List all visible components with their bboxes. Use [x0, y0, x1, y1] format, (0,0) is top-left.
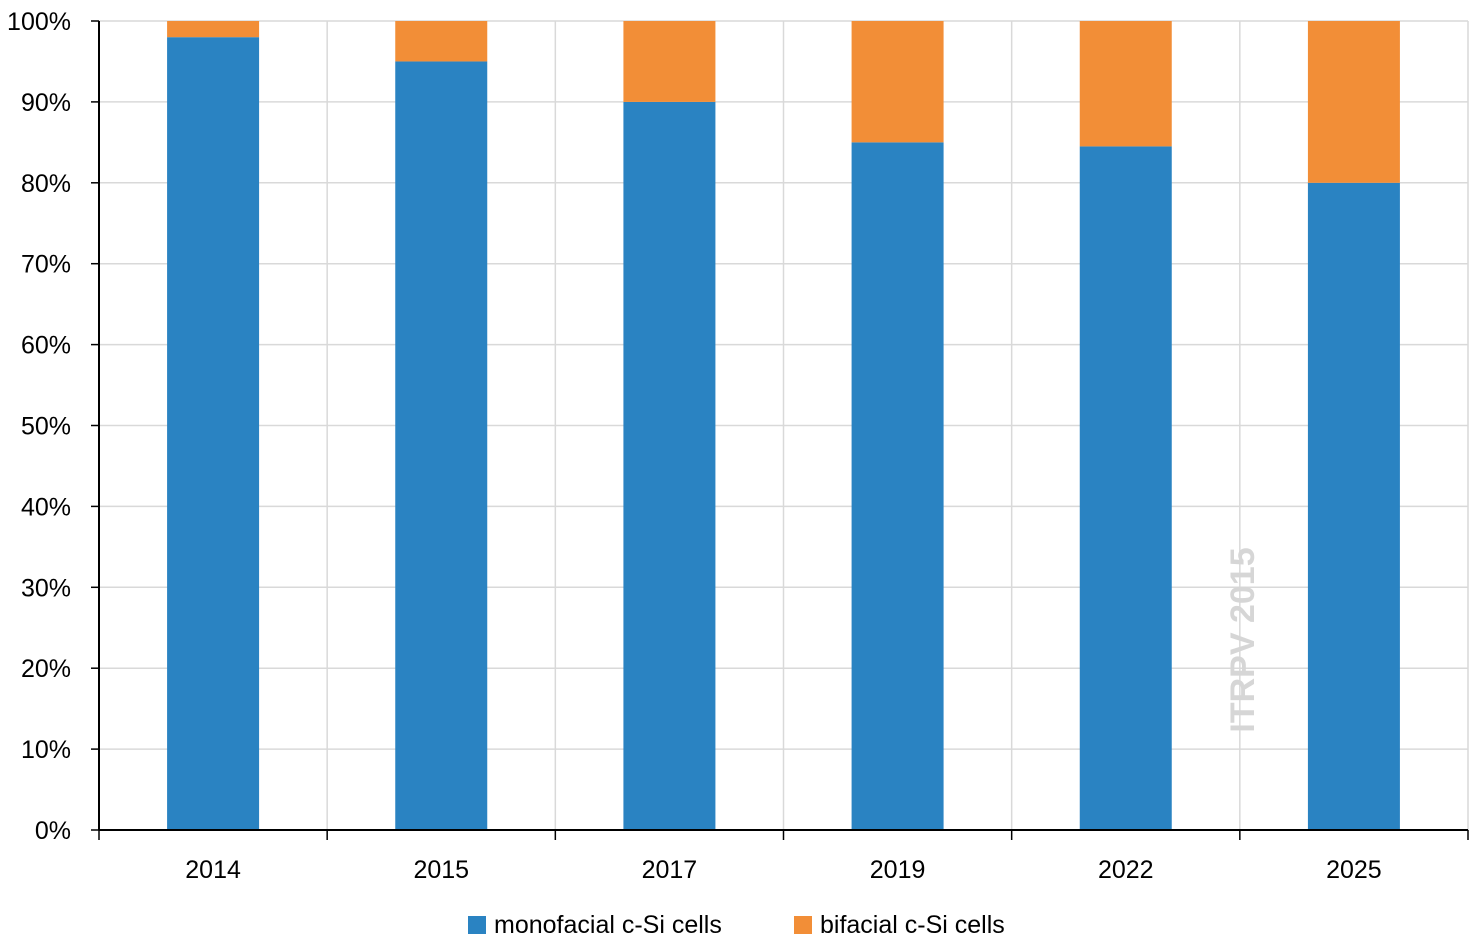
bars — [167, 21, 1400, 831]
legend-swatch — [468, 916, 486, 934]
bar-monofacial-2014 — [167, 37, 260, 831]
bar-bifacial-2022 — [1079, 21, 1172, 147]
y-tick-label: 60% — [21, 332, 71, 360]
x-tick-label: 2019 — [870, 856, 926, 884]
bar-bifacial-2025 — [1307, 21, 1400, 183]
y-tick-label: 30% — [21, 574, 71, 602]
y-tick-label: 50% — [21, 413, 71, 441]
legend-label: monofacial c-Si cells — [494, 911, 722, 939]
legend-label: bifacial c-Si cells — [820, 911, 1005, 939]
y-tick-label: 100% — [7, 8, 71, 36]
bar-monofacial-2022 — [1079, 146, 1172, 830]
y-tick-label: 20% — [21, 655, 71, 683]
bar-bifacial-2019 — [851, 21, 944, 143]
bar-bifacial-2017 — [623, 21, 716, 102]
gridlines — [99, 20, 1469, 830]
bar-bifacial-2015 — [395, 21, 488, 62]
x-tick-label: 2014 — [185, 856, 241, 884]
y-tick-label: 0% — [35, 817, 71, 845]
y-tick-label: 70% — [21, 251, 71, 279]
x-tick-label: 2025 — [1326, 856, 1382, 884]
x-tick-label: 2015 — [413, 856, 469, 884]
y-tick-labels: 0% 10% 20% 30% 40% 50% 60% 70% 80% 90% 100% — [7, 8, 71, 845]
y-tick-label: 10% — [21, 736, 71, 764]
x-tick-labels: 2014 2015 2017 2019 2022 2025 — [185, 856, 1381, 884]
bar-monofacial-2025 — [1307, 182, 1400, 831]
watermark-text: ITRPV 2015 — [1224, 547, 1262, 732]
axes — [91, 20, 1469, 840]
bar-monofacial-2019 — [851, 142, 944, 831]
y-tick-label: 80% — [21, 170, 71, 198]
legend-swatch — [794, 916, 812, 934]
bar-monofacial-2015 — [395, 61, 488, 830]
bar-monofacial-2017 — [623, 101, 716, 830]
x-tick-label: 2022 — [1098, 856, 1154, 884]
bar-bifacial-2014 — [167, 21, 260, 38]
x-tick-label: 2017 — [642, 856, 698, 884]
y-tick-label: 40% — [21, 493, 71, 521]
y-tick-label: 90% — [21, 89, 71, 117]
legend: monofacial c-Si cells bifacial c-Si cells — [468, 911, 1005, 939]
